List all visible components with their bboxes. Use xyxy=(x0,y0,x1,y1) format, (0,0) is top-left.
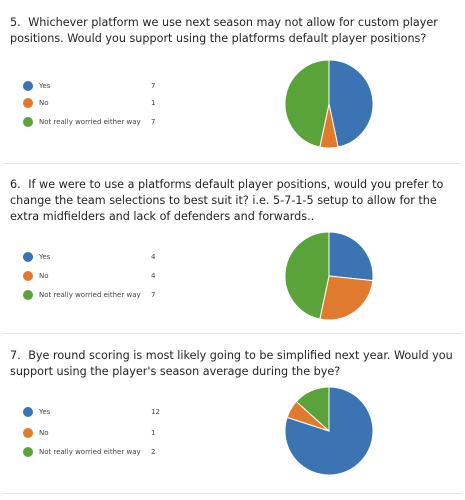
question-card-5: 5. Whichever platform we use next season… xyxy=(3,0,462,163)
question-body: If we were to use a platforms default pl… xyxy=(10,178,444,223)
neutral-dot-icon xyxy=(23,290,33,300)
yes-dot-icon xyxy=(23,81,33,91)
legend-count: 7 xyxy=(151,291,156,299)
question-number: 5. xyxy=(10,16,21,29)
legend-label: Yes xyxy=(39,408,51,416)
legend-label: Yes xyxy=(39,253,51,261)
no-dot-icon xyxy=(23,428,33,438)
neutral-dot-icon xyxy=(23,117,33,127)
question-body: Bye round scoring is most likely going t… xyxy=(10,349,453,378)
pie-chart xyxy=(284,386,374,476)
divider xyxy=(3,493,462,494)
pie-slice-yes xyxy=(328,231,374,282)
legend-count: 4 xyxy=(151,253,156,261)
question-card-7: 7. Bye round scoring is most likely goin… xyxy=(3,333,462,494)
question-card-6: 6. If we were to use a platforms default… xyxy=(3,163,462,334)
pie-chart xyxy=(284,59,374,149)
legend-item-yes: Yes 7 xyxy=(23,80,223,92)
legend-count: 7 xyxy=(151,118,156,126)
legend-item-neutral: Not really worried either way 7 xyxy=(23,116,223,128)
pie-chart xyxy=(284,231,374,321)
legend-item-no: No 4 xyxy=(23,270,223,282)
legend-item-yes: Yes 12 xyxy=(23,406,223,418)
pie-slice-not-really-worried-either-way xyxy=(295,386,330,433)
legend-label: Yes xyxy=(39,82,51,90)
question-text: 6. If we were to use a platforms default… xyxy=(10,177,458,225)
legend-item-neutral: Not really worried either way 7 xyxy=(23,289,223,301)
pie-slice-no xyxy=(319,275,374,321)
legend-item-no: No 1 xyxy=(23,427,223,439)
yes-dot-icon xyxy=(23,407,33,417)
legend-count: 4 xyxy=(151,272,156,280)
pie-slice-yes xyxy=(328,59,374,148)
question-number: 7. xyxy=(10,349,21,362)
question-text: 7. Bye round scoring is most likely goin… xyxy=(10,348,458,380)
legend-count: 1 xyxy=(151,99,156,107)
legend-item-neutral: Not really worried either way 2 xyxy=(23,446,223,458)
question-number: 6. xyxy=(10,178,21,191)
yes-dot-icon xyxy=(23,252,33,262)
question-text: 5. Whichever platform we use next season… xyxy=(10,15,458,47)
no-dot-icon xyxy=(23,271,33,281)
legend-label: No xyxy=(39,272,49,280)
legend-label: No xyxy=(39,429,49,437)
legend-count: 12 xyxy=(151,408,160,416)
legend-label: No xyxy=(39,99,49,107)
legend-count: 1 xyxy=(151,429,156,437)
legend-label: Not really worried either way xyxy=(39,118,141,126)
pie-slice-not-really-worried-either-way xyxy=(284,59,330,148)
question-body: Whichever platform we use next season ma… xyxy=(10,16,438,45)
neutral-dot-icon xyxy=(23,447,33,457)
legend-count: 2 xyxy=(151,448,156,456)
legend-label: Not really worried either way xyxy=(39,448,141,456)
legend-count: 7 xyxy=(151,82,156,90)
legend-label: Not really worried either way xyxy=(39,291,141,299)
pie-slice-not-really-worried-either-way xyxy=(284,231,330,320)
no-dot-icon xyxy=(23,98,33,108)
legend-item-yes: Yes 4 xyxy=(23,251,223,263)
legend-item-no: No 1 xyxy=(23,97,223,109)
